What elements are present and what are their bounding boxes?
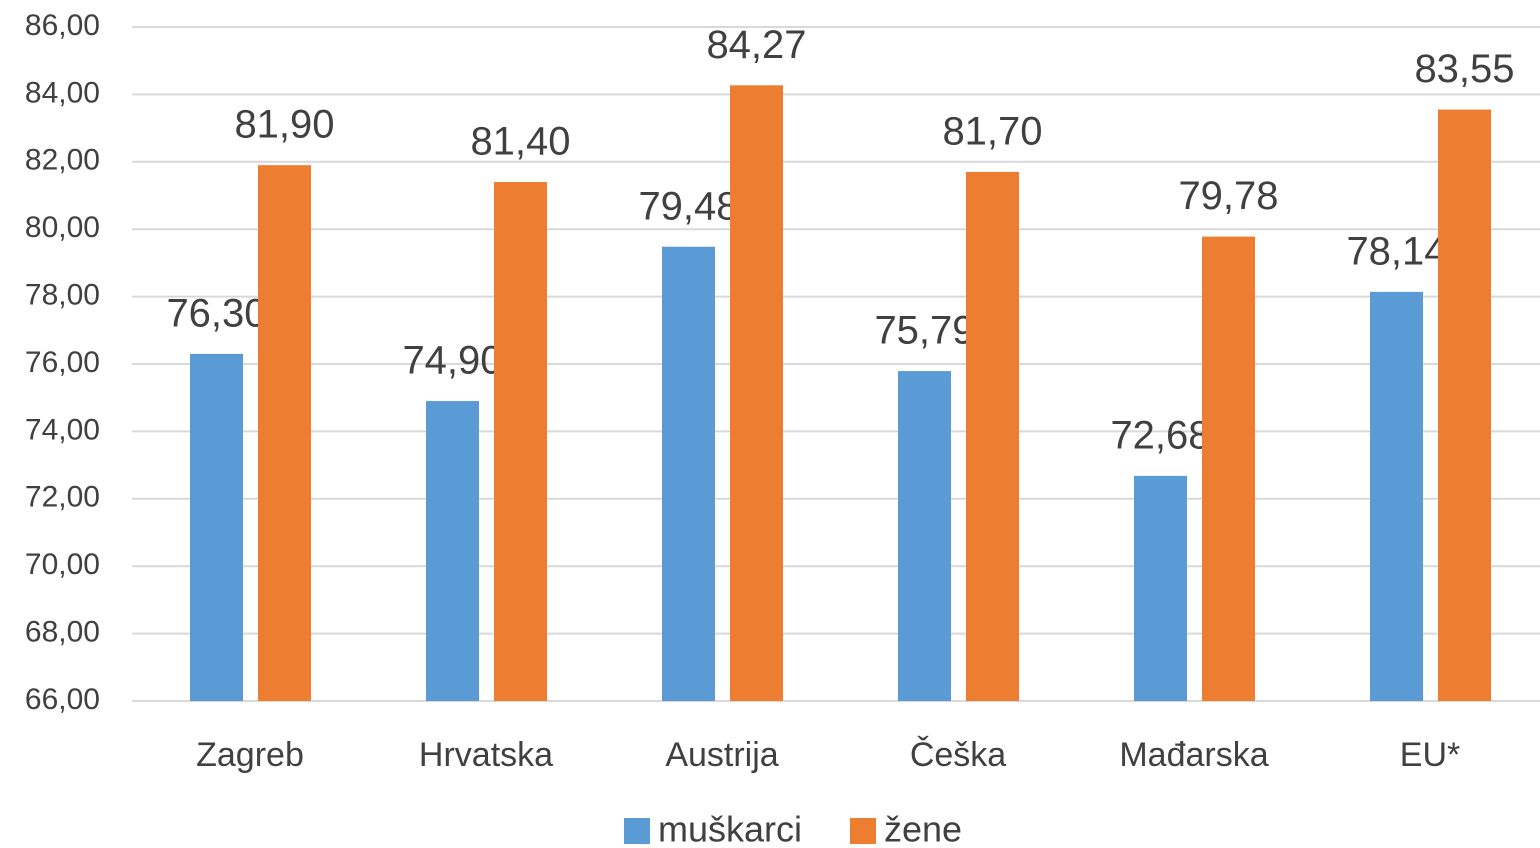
y-tick-label: 72,00 [25,481,100,514]
bar [190,353,243,701]
bar [730,85,783,701]
value-label: 74,90 [402,339,502,383]
value-label: 76,30 [166,291,266,335]
y-tick-label: 86,00 [25,9,100,42]
value-label: 72,68 [1110,413,1210,457]
x-tick-label: Češka [910,736,1006,774]
x-tick-label: Hrvatska [419,736,553,774]
value-label: 81,90 [234,103,334,147]
y-tick-label: 74,00 [25,413,100,446]
x-tick-label: Mađarska [1119,736,1268,774]
value-label: 79,78 [1178,174,1278,218]
value-label: 81,40 [470,120,570,164]
value-label: 75,79 [874,309,974,353]
bar [258,165,311,702]
value-label: 84,27 [706,23,806,67]
value-label: 79,48 [638,184,738,228]
y-tick-label: 70,00 [25,548,100,581]
bar [898,371,951,701]
bar [1202,236,1255,701]
bar [1370,291,1423,701]
value-label: 81,70 [942,109,1042,153]
y-tick-label: 76,00 [25,346,100,379]
x-tick-label: EU* [1400,736,1460,774]
legend-swatch [624,818,650,844]
x-tick-label: Austrija [665,736,778,774]
y-tick-label: 84,00 [25,76,100,109]
value-label: 83,55 [1414,47,1514,91]
y-tick-label: 66,00 [25,683,100,716]
value-label: 78,14 [1346,229,1446,273]
legend-label: muškarci [658,809,802,848]
legend-swatch [850,818,876,844]
y-tick-label: 78,00 [25,279,100,312]
x-tick-label: Zagreb [196,736,304,774]
y-tick-label: 80,00 [25,211,100,244]
y-tick-label: 68,00 [25,616,100,649]
y-tick-label: 82,00 [25,144,100,177]
bar [1438,109,1491,701]
legend-label: žene [884,809,962,848]
bar [966,171,1019,701]
bar [662,246,715,701]
bar [494,182,547,701]
bar [1134,475,1187,701]
bar [426,401,479,701]
